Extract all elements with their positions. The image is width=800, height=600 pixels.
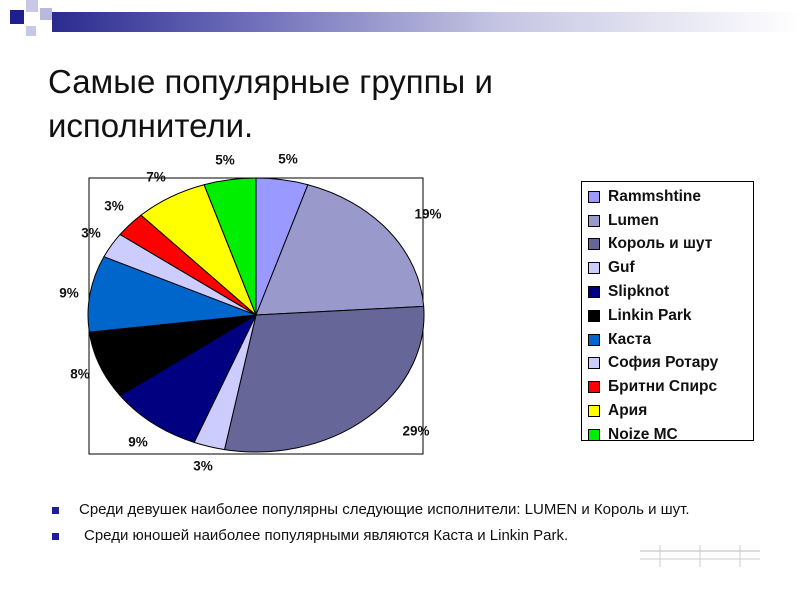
- pie-labels: 5%19%29%3%9%8%9%3%3%7%5%: [59, 152, 441, 474]
- legend-item: Linkin Park: [582, 304, 753, 328]
- legend-label: София Ротару: [608, 354, 719, 372]
- legend-swatch: [588, 381, 600, 394]
- legend-label: Король и шут: [608, 235, 713, 253]
- pie-slice-11: [203, 177, 257, 316]
- legend-swatch: [588, 357, 600, 370]
- pie-label-6: 8%: [70, 367, 90, 382]
- pie-label-9: 3%: [104, 199, 124, 214]
- pie-label-11: 5%: [215, 153, 235, 168]
- pie-label-4: 3%: [193, 459, 213, 474]
- bullet-text: Среди юношей наиболее популярными являют…: [84, 527, 569, 544]
- pie-label-8: 3%: [81, 226, 101, 241]
- bullet-text: Среди девушек наиболее популярны следующ…: [79, 501, 690, 518]
- decor-square: [26, 26, 36, 36]
- decor-square: [40, 8, 52, 20]
- legend-swatch: [588, 333, 600, 346]
- legend-label: Linkin Park: [608, 306, 692, 324]
- decor-lines: [640, 545, 760, 567]
- decor-square: [10, 10, 24, 24]
- bullet-item: Среди девушек наиболее популярны следующ…: [52, 500, 772, 520]
- pie-slice-2: [255, 184, 425, 316]
- pie-label-1: 5%: [278, 152, 298, 167]
- decor-square: [26, 0, 38, 12]
- legend-label: Guf: [608, 259, 635, 277]
- legend-swatch: [588, 428, 600, 441]
- legend-label: Каста: [608, 330, 652, 348]
- legend-swatch: [588, 405, 600, 418]
- bullet-list: Среди девушек наиболее популярны следующ…: [52, 500, 772, 552]
- legend-item: София Ротару: [582, 352, 753, 376]
- legend-label: Ария: [608, 402, 648, 420]
- decor-top-bar: [52, 12, 800, 32]
- legend-label: Rammshtine: [608, 187, 702, 205]
- legend-item: Каста: [582, 328, 753, 352]
- bullet-square-icon: [52, 533, 59, 540]
- pie-label-10: 7%: [146, 170, 166, 185]
- chart-legend: Rammshtine Lumen Король и шут Guf Slipknot Li…: [581, 181, 754, 443]
- legend-swatch: [588, 286, 600, 299]
- legend-swatch: [588, 190, 600, 203]
- slide-title-line1: Самые популярные группы и: [48, 63, 493, 100]
- slide-title: Самые популярные группы и исполнители.: [48, 60, 648, 148]
- bullet-square-icon: [52, 507, 59, 514]
- legend-item: Slipknot: [582, 280, 753, 304]
- pie-label-7: 9%: [59, 286, 79, 301]
- legend-swatch: [588, 238, 600, 251]
- legend-label: Slipknot: [608, 283, 670, 301]
- bullet-item: Среди юношей наиболее популярными являют…: [52, 526, 772, 546]
- legend-swatch: [588, 262, 600, 275]
- pie-label-5: 9%: [128, 435, 148, 450]
- legend-swatch: [588, 309, 600, 322]
- legend-swatch: [588, 214, 600, 227]
- pie-label-3: 29%: [402, 424, 429, 439]
- slide-title-line2: исполнители.: [48, 107, 254, 144]
- legend-item: Rammshtine: [582, 185, 753, 209]
- legend-item: Noize MC: [582, 423, 753, 447]
- legend-label: Noize MC: [608, 425, 678, 443]
- pie-slice-5: [119, 313, 258, 443]
- legend-item: Король и шут: [582, 233, 753, 257]
- legend-label: Бритни Спирс: [608, 378, 718, 396]
- legend-item: Ария: [582, 399, 753, 423]
- pie-label-2: 19%: [414, 207, 441, 222]
- legend-item: Lumen: [582, 209, 753, 233]
- legend-label: Lumen: [608, 211, 659, 229]
- legend-item: Бритни Спирс: [582, 375, 753, 399]
- pie-slices: [87, 177, 425, 453]
- legend-item: Guf: [582, 256, 753, 280]
- pie-slice-3: [223, 305, 425, 453]
- pie-slice-7: [87, 256, 257, 333]
